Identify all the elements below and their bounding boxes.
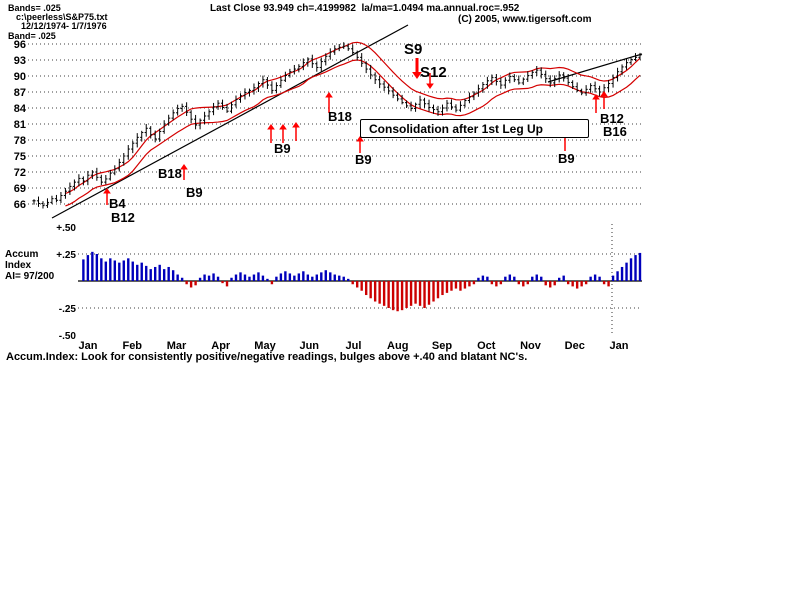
- signal-label-b9: B9: [558, 151, 575, 166]
- callout-box: Consolidation after 1st Leg Up: [360, 119, 589, 138]
- signal-label-b18: B18: [328, 109, 352, 124]
- signal-arrowhead: [292, 122, 300, 128]
- signal-arrowhead: [426, 83, 434, 89]
- month-label: Jan: [610, 340, 629, 352]
- signal-label-b12: B12: [600, 111, 624, 126]
- accum-ytick: -.50: [59, 331, 77, 342]
- price-ytick: 72: [14, 167, 26, 179]
- price-ytick: 81: [14, 119, 26, 131]
- signal-label-b9: B9: [186, 185, 203, 200]
- month-label: Jul: [346, 340, 362, 352]
- month-label: May: [254, 340, 276, 352]
- signal-arrowhead: [600, 91, 608, 97]
- accum-index-title-1: Accum: [5, 249, 39, 260]
- accum-ytick: +.25: [56, 250, 76, 261]
- signal-arrowhead: [103, 188, 111, 194]
- signal-label-b18: B18: [158, 166, 182, 181]
- accum-index-ai-value: AI= 97/200: [5, 271, 55, 282]
- month-label: Apr: [211, 340, 231, 352]
- last-close-readout: Last Close 93.949 ch=.4199982 la/ma=1.04…: [210, 3, 520, 14]
- trendline: [51, 24, 409, 219]
- month-label: Feb: [122, 340, 142, 352]
- month-axis: Jan Feb Mar Apr May Jun Jul Aug Sep Oct Nov Dec Jan: [79, 340, 629, 352]
- signal-arrowhead: [279, 124, 287, 130]
- copyright-label: (C) 2005, www.tigersoft.com: [458, 14, 592, 25]
- signal-arrowhead: [180, 164, 188, 170]
- price-ytick: 69: [14, 183, 26, 195]
- price-ytick: 75: [14, 151, 26, 163]
- month-label: Oct: [477, 340, 496, 352]
- accum-panel-plot: +.50 +.25 -.25 -.50: [56, 223, 642, 342]
- signal-arrowhead: [412, 72, 422, 79]
- signal-arrowhead: [267, 124, 275, 130]
- ma-bands: [65, 41, 641, 207]
- price-ytick: 84: [14, 103, 27, 115]
- upper-band: [65, 41, 641, 195]
- month-label: Jun: [299, 340, 319, 352]
- month-label: Sep: [432, 340, 452, 352]
- signal-label-b9: B9: [355, 152, 372, 167]
- signal-label-b9: B9: [274, 141, 291, 156]
- signal-label-b12: B12: [111, 210, 135, 225]
- lower-band: [65, 59, 641, 207]
- price-ytick: 87: [14, 87, 26, 99]
- accum-ytick: +.50: [56, 223, 76, 234]
- accum-ytick: -.25: [59, 304, 77, 315]
- footer-note: Accum.Index: Look for consistently posit…: [6, 351, 528, 363]
- signal-label-s12: S12: [420, 64, 447, 81]
- signal-arrows: [103, 58, 608, 205]
- date-range-label: 12/12/1974- 1/7/1976: [21, 21, 107, 31]
- price-ytick: 96: [14, 39, 26, 51]
- signal-label-b4: B4: [109, 196, 126, 211]
- accum-index-title-2: Index: [5, 260, 32, 271]
- price-ytick: 90: [14, 71, 26, 83]
- price-ytick: 78: [14, 135, 26, 147]
- signal-arrowhead: [592, 94, 600, 100]
- month-label: Mar: [167, 340, 187, 352]
- month-label: Aug: [387, 340, 408, 352]
- month-label: Dec: [565, 340, 585, 352]
- month-label: Nov: [520, 340, 542, 352]
- signal-label-s9: S9: [404, 41, 422, 58]
- price-bars: [32, 42, 642, 209]
- signal-label-b16: B16: [603, 124, 627, 139]
- price-ytick: 66: [14, 199, 26, 211]
- bands-setting-label: Bands= .025: [8, 3, 61, 13]
- band-setting-label: Band= .025: [8, 31, 56, 41]
- month-label: Jan: [79, 340, 98, 352]
- signal-arrowhead: [325, 92, 333, 98]
- signal-arrowhead: [356, 136, 364, 142]
- price-grid: 96 93 90 87 84 81 78 75 72 69 66: [14, 39, 642, 211]
- file-path-label: c:\peerless\S&P75.txt: [16, 12, 108, 22]
- price-ytick: 93: [14, 55, 26, 67]
